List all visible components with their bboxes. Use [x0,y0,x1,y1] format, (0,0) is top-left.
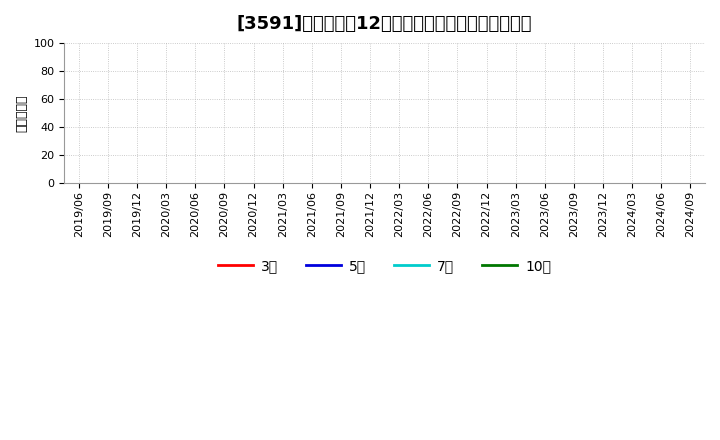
Y-axis label: （百万円）: （百万円） [15,94,28,132]
Legend: 3年, 5年, 7年, 10年: 3年, 5年, 7年, 10年 [212,253,557,279]
Title: [3591]　経常利益12か月移動合計の標準偏差の推移: [3591] 経常利益12か月移動合計の標準偏差の推移 [237,15,532,33]
